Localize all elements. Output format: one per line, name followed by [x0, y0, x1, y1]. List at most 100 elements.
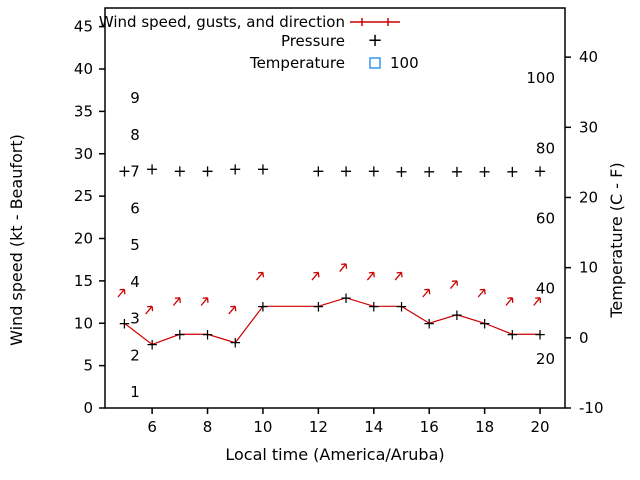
legend-temperature-scale-value: 100 [390, 54, 419, 72]
legend-pressure-label: Pressure [281, 32, 345, 50]
svg-text:20: 20 [531, 418, 550, 436]
gust-arrow-icon[interactable] [392, 270, 404, 282]
pressure-point[interactable]: + [506, 162, 519, 181]
wind-speed-series[interactable]: + + + + + + + + + + + + + + + [118, 289, 546, 354]
svg-text:3: 3 [130, 310, 140, 328]
wind-speed-point[interactable]: + [257, 297, 270, 315]
pressure-point[interactable]: + [201, 162, 214, 181]
wind-speed-point[interactable]: + [340, 289, 353, 307]
wind-speed-point[interactable]: + [478, 314, 491, 332]
svg-text:40: 40 [74, 60, 93, 78]
gust-arrow-icon[interactable] [420, 287, 432, 299]
pressure-point[interactable]: + [229, 160, 242, 179]
svg-text:2: 2 [130, 346, 140, 364]
wind-speed-point[interactable]: + [229, 334, 242, 352]
svg-text:1: 1 [130, 383, 140, 401]
pressure-point[interactable]: + [450, 162, 463, 181]
gust-arrow-icon[interactable] [448, 279, 460, 291]
gust-arrow-icon[interactable] [254, 270, 266, 282]
pressure-point[interactable]: + [533, 162, 546, 181]
svg-text:0: 0 [579, 329, 589, 347]
svg-text:14: 14 [364, 418, 383, 436]
pressure-point[interactable]: + [478, 162, 491, 181]
wind-speed-point[interactable]: + [312, 297, 325, 315]
wind-speed-point[interactable]: + [368, 297, 381, 315]
gust-arrow-icon[interactable] [365, 270, 377, 282]
pressure-point[interactable]: + [145, 160, 158, 179]
wind-speed-point[interactable]: + [506, 325, 519, 343]
pressure-point[interactable]: + [312, 162, 325, 181]
svg-text:15: 15 [74, 272, 93, 290]
svg-text:6: 6 [130, 199, 140, 217]
legend-wind-label: Wind speed, gusts, and direction [99, 13, 345, 31]
gust-arrow-icon[interactable] [503, 296, 515, 308]
svg-text:60: 60 [536, 210, 555, 228]
svg-text:0: 0 [83, 399, 93, 417]
legend-temperature-symbol [370, 58, 380, 68]
legend-pressure-symbol: + [367, 30, 382, 51]
wind-speed-point[interactable]: + [201, 325, 214, 343]
svg-text:30: 30 [579, 118, 598, 136]
right-axis-title: Temperature (C - F) [607, 162, 626, 318]
svg-text:7: 7 [130, 163, 140, 181]
right-axis-temperature: -10 0 10 20 30 40 [565, 48, 604, 417]
svg-text:9: 9 [130, 89, 140, 107]
svg-text:20: 20 [579, 188, 598, 206]
svg-text:12: 12 [309, 418, 328, 436]
bottom-axis-title: Local time (America/Aruba) [225, 445, 444, 464]
wind-weather-chart: 0 5 10 15 20 25 30 35 40 45 123456789 6 8 10 12 14 16 1… [0, 0, 640, 480]
svg-text:5: 5 [130, 236, 140, 254]
pressure-point[interactable]: + [173, 162, 186, 181]
pressure-point[interactable]: + [423, 162, 436, 181]
svg-text:80: 80 [536, 139, 555, 157]
svg-text:40: 40 [536, 280, 555, 298]
svg-text:10: 10 [253, 418, 272, 436]
svg-text:25: 25 [74, 187, 93, 205]
svg-text:35: 35 [74, 102, 93, 120]
gust-arrow-icon[interactable] [337, 262, 349, 274]
pressure-point[interactable]: + [367, 162, 380, 181]
left-axis-title: Wind speed (kt - Beaufort) [7, 134, 26, 346]
gust-arrow-icon[interactable] [226, 304, 238, 316]
gust-arrow-icon[interactable] [198, 296, 210, 308]
left-axis: 051015202530354045 [74, 18, 105, 417]
pressure-series[interactable]: + + + + + + + + + + + + + + + [118, 160, 547, 182]
wind-speed-point[interactable]: + [395, 297, 408, 315]
gusts-series[interactable] [115, 262, 542, 317]
chart-legend: Wind speed, gusts, and direction + Press… [99, 13, 419, 72]
svg-text:-10: -10 [579, 399, 604, 417]
svg-text:4: 4 [130, 273, 140, 291]
svg-text:6: 6 [147, 418, 157, 436]
svg-text:100: 100 [526, 69, 555, 87]
svg-text:10: 10 [74, 314, 93, 332]
svg-text:18: 18 [475, 418, 494, 436]
pressure-point[interactable]: + [395, 162, 408, 181]
svg-text:45: 45 [74, 18, 93, 36]
chart-svg: 051015202530354045 123456789 6 8 10 12 14 16 1… [0, 0, 640, 480]
gust-arrow-icon[interactable] [171, 296, 183, 308]
pressure-point[interactable]: + [118, 162, 131, 181]
svg-text:16: 16 [420, 418, 439, 436]
svg-text:10: 10 [579, 259, 598, 277]
wind-speed-point[interactable]: + [423, 314, 436, 332]
wind-speed-point[interactable]: + [146, 335, 159, 353]
svg-text:8: 8 [130, 126, 140, 144]
svg-text:20: 20 [536, 350, 555, 368]
svg-text:5: 5 [83, 357, 93, 375]
svg-text:8: 8 [203, 418, 213, 436]
wind-speed-point[interactable]: + [451, 306, 464, 324]
gust-arrow-icon[interactable] [115, 287, 127, 299]
right-axis-secondary: 20 40 60 80 100 [526, 69, 555, 368]
bottom-axis: 6 8 10 12 14 16 18 20 [147, 408, 549, 436]
wind-speed-point[interactable]: + [534, 325, 547, 343]
gust-arrow-icon[interactable] [309, 270, 321, 282]
svg-text:40: 40 [579, 48, 598, 66]
svg-text:20: 20 [74, 230, 93, 248]
gust-arrow-icon[interactable] [143, 304, 155, 316]
legend-temperature-label: Temperature [249, 54, 345, 72]
wind-speed-point[interactable]: + [174, 325, 187, 343]
pressure-point[interactable]: + [339, 162, 352, 181]
pressure-point[interactable]: + [256, 160, 269, 179]
wind-speed-point[interactable]: + [118, 314, 131, 332]
gust-arrow-icon[interactable] [476, 287, 488, 299]
